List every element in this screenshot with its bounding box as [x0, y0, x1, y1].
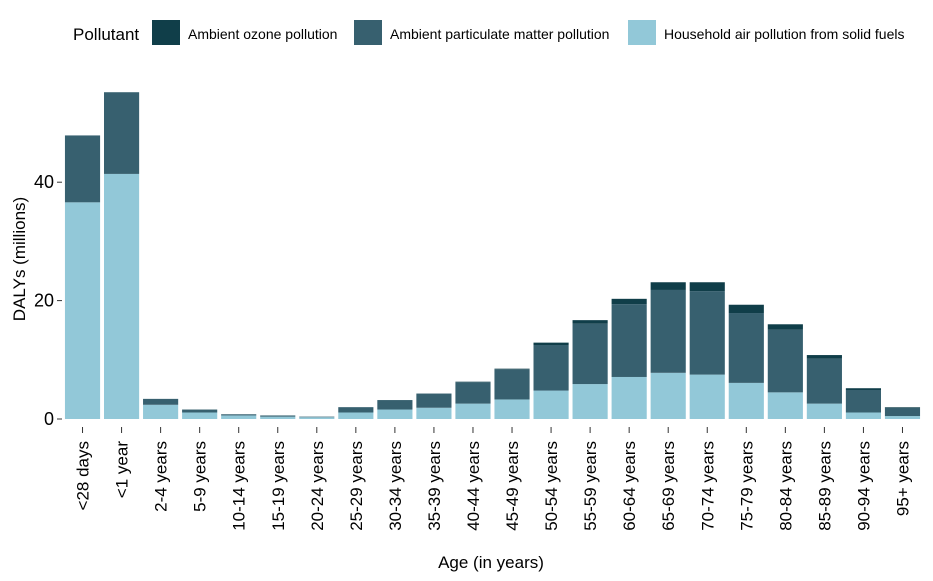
bar-segment-pm-18 [767, 329, 803, 393]
bar-segment-household-13 [572, 384, 608, 419]
bar-segment-household-12 [533, 390, 569, 419]
bar-segment-household-18 [767, 392, 803, 419]
bar-segment-household-1 [104, 173, 140, 419]
bar-segment-household-6 [299, 417, 335, 419]
x-tick-label: 10-14 years [230, 441, 249, 531]
y-tick-label: 0 [44, 409, 54, 429]
x-tick-label: <1 year [113, 441, 132, 499]
x-tick-label: 2-4 years [152, 441, 171, 512]
y-axis: 0 20 40 [34, 172, 62, 429]
legend-title: Pollutant [73, 25, 139, 44]
legend-swatch-pm [354, 20, 382, 45]
bar-segment-pm-11 [494, 369, 530, 400]
bar-segment-household-14 [611, 376, 647, 419]
plot-area [64, 92, 921, 419]
bar-segment-pm-0 [64, 135, 101, 203]
bar-segment-pm-4 [221, 414, 257, 416]
bar-segment-ozone-17 [728, 304, 764, 314]
bar-segment-household-7 [338, 412, 374, 419]
y-axis-title: DALYs (millions) [10, 197, 29, 321]
x-axis-title: Age (in years) [438, 553, 544, 572]
bar-segment-household-4 [221, 415, 257, 419]
x-tick-label: 55-59 years [581, 441, 600, 531]
x-tick-label: 90-94 years [854, 441, 873, 531]
bar-segment-pm-21 [884, 407, 921, 417]
x-tick-label: 20-24 years [308, 441, 327, 531]
x-tick-label: 15-19 years [269, 441, 288, 531]
bar-segment-pm-20 [845, 389, 881, 413]
x-tick-label: 60-64 years [620, 441, 639, 531]
bar-segment-ozone-12 [533, 342, 569, 345]
bar-segment-household-15 [650, 372, 686, 419]
bar-segment-household-19 [806, 403, 842, 419]
bar-segment-household-17 [728, 382, 764, 419]
x-tick-label: 95+ years [893, 441, 912, 516]
bar-segment-household-2 [143, 404, 179, 419]
x-tick-label: 5-9 years [191, 441, 210, 512]
bar-segment-household-21 [884, 416, 921, 419]
x-tick-label: 85-89 years [815, 441, 834, 531]
legend-label-household: Household air pollution from solid fuels [664, 26, 904, 42]
x-tick-label: 25-29 years [347, 441, 366, 531]
bar-segment-ozone-18 [767, 324, 803, 330]
x-tick-label: 70-74 years [698, 441, 717, 531]
x-tick-label: 65-69 years [659, 441, 678, 531]
legend-swatch-household [628, 20, 656, 45]
x-tick-label: <28 days [74, 441, 93, 510]
bar-segment-pm-15 [650, 289, 686, 373]
bar-segment-pm-5 [260, 415, 296, 417]
bar-segment-pm-7 [338, 407, 374, 413]
bar-segment-household-5 [260, 416, 296, 419]
bar-segment-pm-6 [299, 416, 335, 418]
bar-segment-ozone-13 [572, 320, 608, 324]
y-tick-label: 40 [34, 172, 54, 192]
x-tick-label: 75-79 years [737, 441, 756, 531]
bar-segment-household-9 [416, 407, 452, 419]
legend: Pollutant Ambient ozone pollution Ambien… [73, 20, 904, 45]
bar-segment-household-0 [64, 202, 101, 419]
x-axis: <28 days <1 year 2-4 years 5-9 years 10-14 y… [74, 427, 912, 531]
bar-segment-pm-3 [182, 409, 218, 413]
bar-segment-ozone-10 [455, 381, 491, 383]
x-tick-label: 80-84 years [776, 441, 795, 531]
bar-segment-pm-16 [689, 291, 725, 375]
bar-segment-household-11 [494, 399, 530, 419]
bar-segment-household-16 [689, 374, 725, 419]
bar-segment-ozone-19 [806, 355, 842, 359]
legend-label-ozone: Ambient ozone pollution [188, 26, 337, 42]
bar-segment-household-3 [182, 412, 218, 419]
x-tick-label: 35-39 years [425, 441, 444, 531]
x-tick-label: 40-44 years [464, 441, 483, 531]
x-tick-label: 30-34 years [386, 441, 405, 531]
bar-segment-pm-17 [728, 313, 764, 383]
bar-segment-pm-13 [572, 323, 608, 385]
bar-segment-pm-10 [455, 382, 491, 404]
bar-segment-ozone-11 [494, 368, 530, 370]
bar-segment-household-8 [377, 409, 413, 419]
bar-segment-pm-8 [377, 400, 413, 410]
bar-segment-household-10 [455, 403, 491, 419]
y-tick-label: 20 [34, 291, 54, 311]
bar-segment-household-20 [845, 412, 881, 419]
bar-segment-ozone-21 [884, 407, 921, 408]
bar-segment-ozone-20 [845, 388, 881, 390]
legend-swatch-ozone [152, 20, 180, 45]
bar-segment-ozone-14 [611, 298, 647, 305]
bar-segment-pm-19 [806, 358, 842, 404]
legend-label-pm: Ambient particulate matter pollution [390, 26, 609, 42]
bar-segment-pm-1 [104, 92, 140, 174]
bar-segment-ozone-16 [689, 282, 725, 292]
bar-segment-pm-9 [416, 393, 452, 408]
bar-segment-ozone-15 [650, 282, 686, 290]
bar-segment-pm-12 [533, 345, 569, 391]
bar-segment-pm-2 [143, 398, 179, 405]
x-tick-label: 50-54 years [542, 441, 561, 531]
bar-segment-pm-14 [611, 304, 647, 377]
x-tick-label: 45-49 years [503, 441, 522, 531]
